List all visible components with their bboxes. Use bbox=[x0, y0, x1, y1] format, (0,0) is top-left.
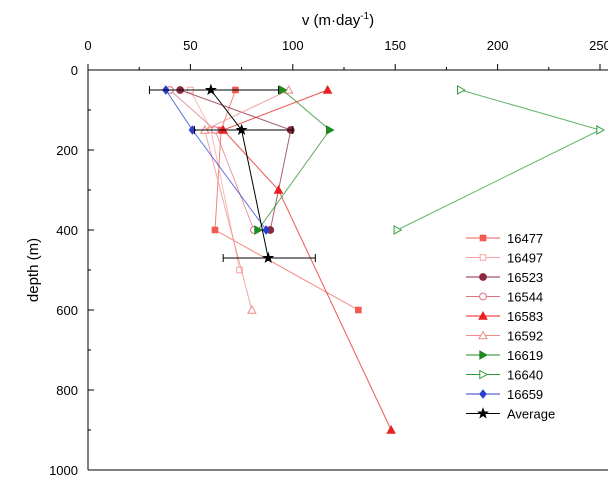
data-point bbox=[211, 226, 219, 234]
series-16583 bbox=[218, 84, 396, 434]
legend-label: 16659 bbox=[507, 387, 543, 402]
legend-item: 16477 bbox=[466, 231, 543, 246]
data-point bbox=[246, 304, 257, 314]
legend-marker bbox=[479, 273, 487, 281]
legend-label: 16477 bbox=[507, 231, 543, 246]
x-axis-title: v (m·day-1) bbox=[302, 11, 374, 29]
series-16619 bbox=[254, 85, 335, 235]
data-point bbox=[235, 123, 248, 136]
series-16592 bbox=[199, 84, 294, 314]
y-tick-label: 600 bbox=[56, 303, 78, 318]
series-16640 bbox=[393, 85, 606, 235]
x-tick-label: 0 bbox=[84, 38, 91, 53]
x-tick-label: 200 bbox=[487, 38, 509, 53]
legend-label: 16583 bbox=[507, 309, 543, 324]
legend-item: 16523 bbox=[466, 270, 543, 285]
legend-label: 16592 bbox=[507, 329, 543, 344]
x-axis-title-superscript: -1 bbox=[360, 11, 369, 22]
y-tick-label: 1000 bbox=[49, 463, 78, 478]
legend-label: 16497 bbox=[507, 251, 543, 266]
legend-marker bbox=[479, 389, 487, 399]
series-16659 bbox=[161, 85, 271, 235]
legend-marker bbox=[478, 310, 488, 320]
series-line bbox=[222, 89, 392, 431]
legend-item: 16640 bbox=[466, 368, 543, 383]
data-point bbox=[262, 251, 275, 264]
data-point bbox=[236, 266, 243, 274]
data-point bbox=[325, 125, 335, 135]
legend-item: 16497 bbox=[466, 251, 543, 266]
legend-item: 16619 bbox=[466, 348, 543, 363]
x-axis-title-end: ) bbox=[369, 12, 374, 29]
data-point bbox=[262, 225, 271, 235]
legend-marker bbox=[479, 234, 487, 242]
legend-label: Average bbox=[507, 407, 555, 422]
series-line bbox=[169, 89, 255, 231]
y-axis-title: depth (m) bbox=[25, 238, 42, 302]
y-ticks: 0 200 400 600 800 1000 bbox=[49, 63, 94, 478]
legend-item: 16583 bbox=[466, 309, 543, 324]
series-line bbox=[257, 89, 331, 231]
legend: 16477 16497 16523 16544 16583 16592 16619 16640… bbox=[466, 231, 555, 422]
legend-item: 16592 bbox=[466, 329, 543, 344]
x-tick-label: 150 bbox=[384, 38, 406, 53]
legend-marker bbox=[479, 369, 489, 380]
legend-label: 16523 bbox=[507, 270, 543, 285]
data-point bbox=[596, 125, 606, 135]
legend-item: 16544 bbox=[466, 290, 543, 305]
x-tick-label: 250 bbox=[589, 38, 608, 53]
data-point bbox=[393, 225, 403, 235]
legend-marker bbox=[479, 350, 489, 360]
series-line bbox=[396, 89, 602, 231]
legend-marker bbox=[477, 407, 489, 419]
series-average bbox=[148, 83, 316, 264]
data-point bbox=[273, 184, 284, 194]
y-tick-label: 200 bbox=[56, 143, 78, 158]
data-point bbox=[204, 83, 217, 96]
legend-label: 16640 bbox=[507, 368, 543, 383]
y-tick-label: 800 bbox=[56, 383, 78, 398]
series-16544 bbox=[166, 86, 258, 234]
legend-marker bbox=[478, 330, 488, 340]
data-point bbox=[457, 85, 466, 95]
data-point bbox=[278, 85, 288, 95]
data-point bbox=[386, 424, 396, 434]
legend-item: Average bbox=[466, 407, 555, 422]
x-ticks: 0 50 100 150 200 250 bbox=[84, 38, 608, 70]
x-axis-title-main: v (m·day bbox=[302, 12, 361, 29]
series-layer bbox=[148, 83, 606, 434]
y-tick-label: 400 bbox=[56, 223, 78, 238]
data-point bbox=[355, 306, 362, 314]
legend-marker bbox=[479, 254, 487, 261]
legend-label: 16619 bbox=[507, 348, 543, 363]
x-tick-label: 50 bbox=[183, 38, 197, 53]
data-point bbox=[254, 225, 264, 235]
legend-marker bbox=[479, 292, 487, 301]
legend-label: 16544 bbox=[507, 290, 543, 305]
legend-item: 16659 bbox=[466, 387, 543, 402]
series-16523 bbox=[176, 86, 295, 234]
series-line bbox=[180, 89, 292, 231]
data-point bbox=[322, 84, 333, 94]
y-tick-label: 0 bbox=[71, 63, 78, 78]
x-tick-label: 100 bbox=[282, 38, 304, 53]
